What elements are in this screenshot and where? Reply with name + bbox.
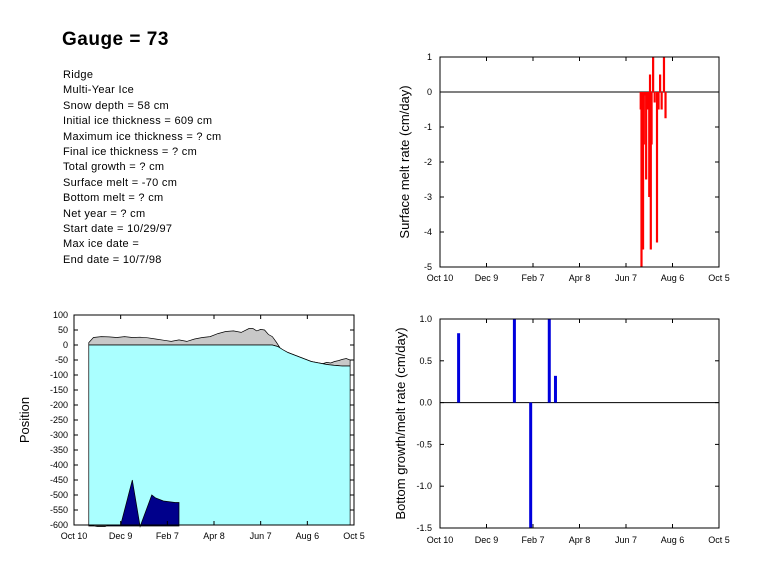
x-tick-label: Dec 9	[109, 531, 133, 541]
y-tick-label: -50	[55, 355, 68, 365]
y-tick-label: -4	[424, 227, 432, 237]
bottom-melt-area	[88, 479, 180, 528]
bar	[457, 333, 461, 403]
x-tick-label: Oct 5	[708, 535, 730, 545]
x-tick-label: Jun 7	[615, 535, 637, 545]
y-tick-label: 1.0	[419, 314, 432, 324]
bar	[657, 92, 660, 110]
y-tick-label: 1	[427, 52, 432, 62]
y-tick-label: -2	[424, 157, 432, 167]
bar	[646, 92, 649, 110]
y-axis-title: Bottom growth/melt rate (cm/day)	[393, 327, 408, 519]
bar	[659, 74, 662, 92]
info-line: Net year = ? cm	[63, 207, 146, 220]
x-tick-label: Aug 6	[661, 535, 685, 545]
bar	[653, 92, 656, 103]
bar	[641, 92, 645, 250]
y-tick-label: -100	[50, 370, 68, 380]
x-tick-label: Apr 8	[569, 273, 591, 283]
info-line: End date = 10/7/98	[63, 253, 162, 266]
bar	[553, 375, 557, 403]
info-line: Start date = 10/29/97	[63, 223, 173, 236]
y-tick-label: 0.0	[419, 398, 432, 408]
bar	[648, 92, 651, 197]
y-tick-label: -200	[50, 400, 68, 410]
y-tick-label: 0	[63, 340, 68, 350]
y-axis-title: Position	[17, 397, 32, 443]
y-tick-label: 50	[58, 325, 68, 335]
x-tick-label: Feb 7	[521, 273, 544, 283]
x-tick-label: Aug 6	[296, 531, 320, 541]
bar	[640, 92, 643, 267]
y-tick-label: -1	[424, 122, 432, 132]
info-line: Initial ice thickness = 609 cm	[63, 115, 213, 128]
page-title: Gauge = 73	[62, 29, 169, 50]
bar	[650, 92, 653, 145]
info-line: Max ice date =	[63, 238, 140, 251]
bar	[649, 92, 652, 250]
info-line: Bottom melt = ? cm	[63, 192, 164, 205]
y-tick-label: 0	[427, 87, 432, 97]
x-tick-label: Oct 10	[61, 531, 88, 541]
y-axis-title: Surface melt rate (cm/day)	[397, 85, 412, 238]
bar	[662, 57, 666, 92]
y-tick-label: -3	[424, 192, 432, 202]
y-tick-label: -0.5	[416, 439, 432, 449]
info-list: Ridge Multi-Year Ice Snow depth = 58 cm Ini…	[63, 68, 221, 268]
y-tick-label: -1.0	[416, 481, 432, 491]
y-tick-label: 0.5	[419, 356, 432, 366]
info-line: Final ice thickness = ? cm	[63, 146, 198, 159]
y-tick-label: -550	[50, 505, 68, 515]
x-tick-label: Apr 8	[569, 535, 591, 545]
x-tick-label: Aug 6	[661, 273, 685, 283]
info-line: Total growth = ? cm	[63, 161, 165, 174]
info-line: Snow depth = 58 cm	[63, 99, 169, 112]
x-tick-label: Dec 9	[475, 535, 499, 545]
plot-frame	[439, 318, 720, 529]
x-tick-label: Dec 9	[475, 273, 499, 283]
bar	[652, 57, 655, 92]
y-tick-label: -450	[50, 475, 68, 485]
plot-frame	[439, 56, 720, 268]
info-line: Ridge	[63, 69, 94, 81]
bar	[547, 319, 551, 403]
y-tick-label: -400	[50, 460, 68, 470]
info-line: Surface melt = -70 cm	[63, 176, 178, 189]
y-tick-label: -300	[50, 430, 68, 440]
x-tick-label: Oct 10	[427, 273, 454, 283]
info-line: Multi-Year Ice	[63, 84, 135, 97]
bar	[655, 92, 659, 243]
x-tick-label: Feb 7	[156, 531, 179, 541]
info-line: Maximum ice thickness = ? cm	[63, 130, 222, 143]
bar	[645, 92, 648, 180]
x-tick-label: Oct 10	[427, 535, 454, 545]
x-tick-label: Oct 5	[343, 531, 365, 541]
x-tick-label: Apr 8	[203, 531, 225, 541]
x-tick-label: Oct 5	[708, 273, 730, 283]
x-tick-label: Jun 7	[250, 531, 272, 541]
bottom-chart: 1.0 0.5 0.0 -0.5 -1.0 -1.5 Oct 10 Dec 9 Feb 7 Apr…	[393, 314, 730, 545]
y-tick-label: -500	[50, 490, 68, 500]
y-tick-label: -250	[50, 415, 68, 425]
bar	[643, 92, 646, 96]
ice-area	[88, 344, 351, 526]
bar	[660, 92, 663, 110]
y-tick-label: -1.5	[416, 523, 432, 533]
y-tick-label: -350	[50, 445, 68, 455]
x-tick-label: Feb 7	[521, 535, 544, 545]
y-tick-label: -600	[50, 520, 68, 530]
x-tick-label: Jun 7	[615, 273, 637, 283]
position-chart: 100 50 0 -50 -100 -150 -200 -250 -300 -350 -400 -45…	[17, 310, 365, 541]
bar	[664, 92, 667, 119]
bar	[642, 92, 645, 145]
y-tick-label: -150	[50, 385, 68, 395]
y-tick-label: 100	[53, 310, 68, 320]
bar	[512, 319, 516, 403]
bar	[529, 402, 533, 528]
bar	[648, 74, 652, 92]
y-tick-label: -5	[424, 262, 432, 272]
